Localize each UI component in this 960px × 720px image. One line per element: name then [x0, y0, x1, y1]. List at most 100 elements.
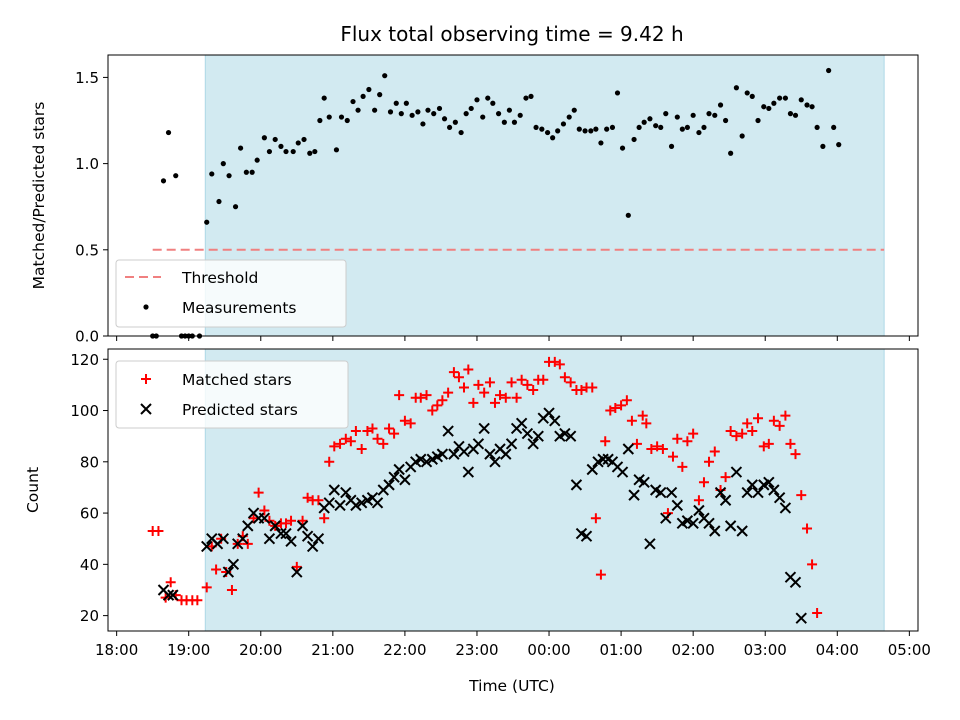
predicted-star-point: [763, 476, 775, 489]
measurement-point: [653, 123, 659, 129]
measurement-point: [647, 116, 653, 122]
predicted-star-point: [291, 566, 303, 578]
measurement-point: [717, 102, 724, 108]
measurement-point: [712, 112, 718, 118]
measurement-point: [619, 145, 626, 151]
predicted-star-point: [355, 497, 368, 509]
measurement-point: [761, 104, 767, 110]
matched-star-point: [473, 379, 484, 390]
predicted-star-point: [489, 456, 501, 468]
predicted-star-point: [280, 527, 292, 540]
predicted-star-point: [222, 566, 235, 578]
matched-star-point: [378, 438, 389, 449]
matched-star-point: [785, 438, 796, 449]
measurement-point: [506, 107, 512, 113]
matched-star-point: [559, 372, 570, 383]
measurement-point: [458, 129, 464, 136]
measurement-point: [204, 219, 210, 225]
y-tick-label: 80: [80, 453, 99, 471]
matched-star-point: [372, 433, 383, 444]
predicted-star-point: [660, 512, 672, 524]
predicted-star-point: [296, 520, 309, 532]
predicted-star-point: [693, 504, 705, 517]
matched-star-point: [637, 410, 648, 421]
predicted-star-point: [201, 540, 213, 553]
predicted-star-point: [564, 430, 577, 442]
matched-star-point: [731, 431, 742, 442]
predicted-star-point: [462, 466, 475, 478]
matched-star-point: [576, 385, 587, 396]
measurement-point: [355, 107, 361, 113]
measurement-point: [295, 140, 301, 146]
matched-star-point: [516, 374, 527, 385]
measurement-point: [777, 95, 783, 101]
measurement-point: [243, 169, 249, 175]
legend-predicted-swatch: [140, 403, 152, 415]
matched-star-point: [605, 405, 616, 416]
predicted-star-point: [549, 415, 561, 427]
matched-star-point: [600, 436, 611, 447]
matched-star-point: [657, 443, 668, 454]
matched-star-point: [242, 538, 253, 549]
matched-star-point: [667, 451, 678, 462]
predicted-star-point: [442, 425, 454, 437]
measurement-point: [814, 124, 820, 131]
x-tick-label: 02:00: [672, 641, 715, 659]
y-tick-label: 100: [70, 402, 99, 420]
x-tick-label: 05:00: [888, 641, 931, 659]
predicted-star-point: [399, 474, 411, 486]
predicted-star-point: [162, 589, 175, 601]
measurement-point: [663, 111, 669, 117]
measurement-point: [766, 105, 772, 112]
measurement-point: [326, 114, 332, 120]
measurement-point: [792, 112, 799, 118]
predicted-star-point: [779, 502, 792, 514]
measurement-point: [582, 128, 588, 134]
matched-star-point: [720, 472, 731, 483]
measurement-point: [398, 111, 404, 117]
matched-star-point: [790, 449, 801, 460]
measurement-point: [307, 150, 313, 156]
matched-star-point: [641, 418, 652, 429]
predicted-star-point: [703, 517, 715, 530]
predicted-star-point: [334, 499, 346, 512]
matched-star-point: [399, 415, 410, 426]
predicted-star-point: [350, 499, 362, 512]
measurement-point: [826, 67, 832, 74]
measurement-point: [576, 126, 582, 132]
y-tick-label: 20: [80, 607, 99, 625]
measurement-point: [560, 121, 567, 127]
matched-star-point: [362, 426, 373, 437]
matched-star-point: [484, 377, 495, 388]
predicted-star-point: [505, 438, 518, 450]
measurement-point: [350, 98, 356, 105]
legend-predicted-label: Predicted stars: [182, 401, 298, 419]
matched-star-point: [742, 418, 753, 429]
legend-box-bottom: [115, 360, 349, 429]
predicted-star-point: [258, 512, 271, 524]
predicted-star-point: [719, 494, 732, 506]
predicted-star-point: [543, 407, 555, 419]
predicted-star-point: [768, 484, 780, 496]
measurement-point: [420, 121, 426, 127]
measurement-point: [312, 148, 318, 155]
measurement-point: [787, 111, 794, 117]
matched-star-point: [590, 513, 601, 524]
predicted-star-point: [500, 448, 512, 460]
predicted-star-point: [586, 463, 598, 476]
x-tick-label: 00:00: [527, 641, 570, 659]
measurement-point: [377, 92, 383, 98]
y-tick-label: 1.5: [75, 69, 99, 87]
measurement-point: [372, 107, 378, 113]
predicted-star-point: [789, 576, 802, 588]
y-tick-label: 1.0: [75, 155, 99, 173]
matched-star-point: [345, 436, 356, 447]
measurement-point: [254, 157, 260, 163]
y-tick-label: 0.0: [75, 328, 99, 346]
measurement-point: [511, 119, 518, 125]
measurement-point: [278, 143, 284, 149]
matched-star-point: [763, 438, 774, 449]
matched-star-point: [324, 456, 335, 467]
measurement-point: [733, 85, 739, 91]
matched-star-point: [807, 559, 818, 570]
